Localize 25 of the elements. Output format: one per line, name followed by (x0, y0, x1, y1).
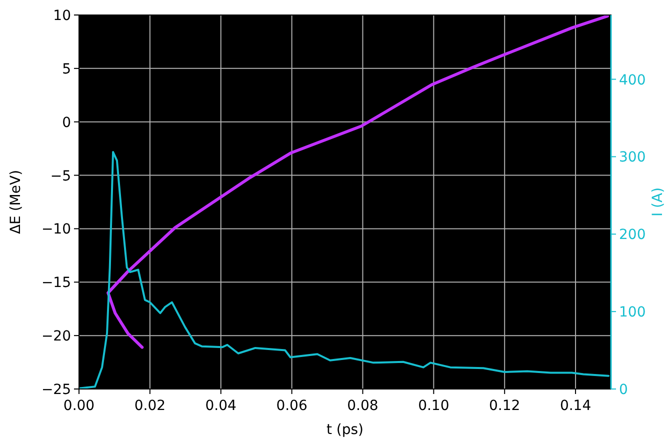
y-tick-label: −25 (41, 382, 71, 398)
x-tick-label: 0.10 (418, 398, 450, 414)
line-series (106, 14, 609, 349)
x-axis-title: t (ps) (326, 422, 364, 438)
y2-tick-label: 400 (619, 72, 646, 88)
y2-tick-label: 0 (619, 382, 628, 398)
y2-axis-title: I (A) (650, 187, 666, 217)
y-tick-label: −15 (41, 275, 71, 292)
x-tick-label: 0.02 (134, 398, 166, 414)
x-tick-label: 0.04 (205, 398, 237, 414)
y2-tick-label: 200 (619, 227, 646, 244)
x-tick-label: 0.00 (63, 398, 95, 414)
y-tick-label: 5 (62, 61, 71, 78)
x-tick-label: 0.08 (347, 398, 378, 414)
x-tick-label: 0.12 (489, 398, 520, 414)
y2-tick-label: 300 (619, 150, 646, 166)
y-axis-title: ΔE (MeV) (8, 170, 24, 234)
y2-tick-label: 100 (619, 304, 646, 321)
y-tick-label: −5 (50, 168, 71, 184)
y-tick-label: 0 (62, 114, 71, 131)
y-tick-label: −10 (41, 222, 71, 238)
x-tick-label: 0.14 (560, 398, 592, 414)
x-tick-label: 0.06 (276, 398, 308, 414)
y-tick-label: 10 (53, 8, 71, 24)
y-tick-label: −20 (41, 328, 71, 345)
